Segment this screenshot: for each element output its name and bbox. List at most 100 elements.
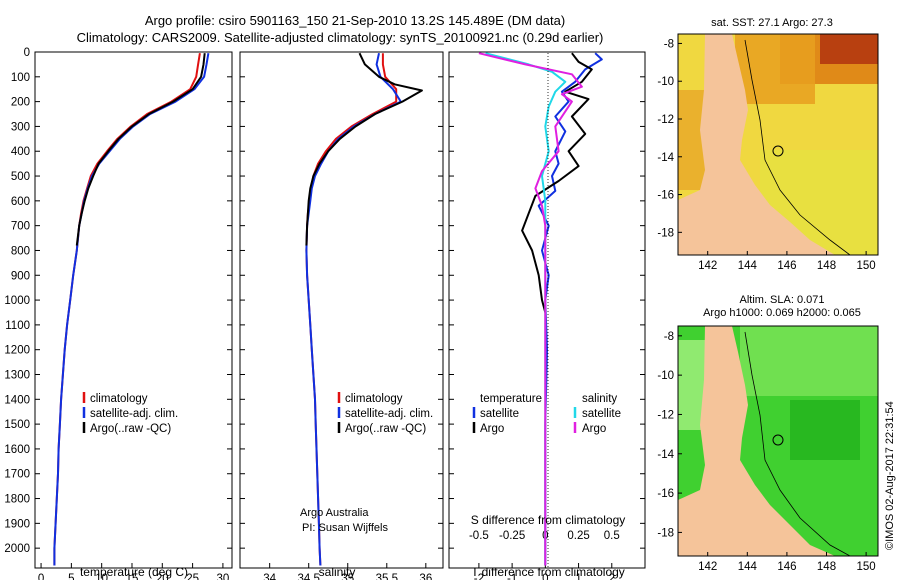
salinity-xtick-label: 34 xyxy=(263,573,276,580)
temperature-legend: climatology satellite-adj. clim. Argo(..… xyxy=(82,392,178,435)
sst-map-field-hot xyxy=(820,34,878,64)
sla-map-xtick-label: 146 xyxy=(777,561,796,573)
depth-ytick-label: 300 xyxy=(11,121,30,133)
legend-label-s-argo: Argo xyxy=(582,423,606,435)
figure-title-line2: Climatology: CARS2009. Satellite-adjuste… xyxy=(77,30,604,45)
salinity-series xyxy=(305,52,423,566)
legend-label-argo: Argo(..raw -QC) xyxy=(90,423,171,435)
sst-map-xtick-label: 142 xyxy=(698,260,717,272)
difference-legend: temperature salinity satellite Argo sate… xyxy=(472,393,621,435)
difference-series-s-argo xyxy=(478,52,583,566)
difference-xtick-label: 2 xyxy=(609,573,615,580)
depth-ytick-label: 1700 xyxy=(4,469,30,481)
temperature-xtick-label: 25 xyxy=(186,573,199,580)
temperature-xtick-label: 20 xyxy=(156,573,169,580)
difference-top-x-label: S difference from climatology xyxy=(471,513,626,527)
sst-map-ticks: 142 144 146 148 150 -8 -10 -12 -14 -16 -18 xyxy=(657,38,875,272)
salinity-xtick-label: 34.5 xyxy=(298,573,320,580)
sla-map-title-line2: Argo h1000: 0.069 h2000: 0.065 xyxy=(703,307,861,319)
sst-map-frame xyxy=(677,33,879,256)
depth-ytick-label: 800 xyxy=(11,245,30,257)
sst-map-xtick-label: 148 xyxy=(817,260,836,272)
difference-axis-ticks: -2 -1 0 1 2-0.5 -0.25 0 0.25 0.5 xyxy=(449,51,645,580)
legend-label-climatology: climatology xyxy=(90,393,148,405)
salinity-annotation-line2: PI: Susan Wijffels xyxy=(302,522,388,534)
difference-series xyxy=(478,52,603,566)
sst-map-title: sat. SST: 27.1 Argo: 27.3 xyxy=(711,17,833,29)
sst-map-argo-marker xyxy=(772,145,784,157)
sst-map-xtick-label: 146 xyxy=(777,260,796,272)
legend-label-argo: Argo(..raw -QC) xyxy=(345,423,426,435)
sst-map-land-cape-york xyxy=(678,34,835,255)
salinity-axis-ticks: 34 34.5 35 35.5 36 xyxy=(240,51,443,580)
legend-label-s-satellite: satellite xyxy=(582,408,621,420)
temperature-series-argo-raw-qc xyxy=(75,53,206,246)
salinity-legend: climatology satellite-adj. clim. Argo(..… xyxy=(337,392,433,435)
difference-series-t-argo xyxy=(521,52,593,313)
sla-map-xtick-label: 142 xyxy=(698,561,717,573)
sla-map-field-mid xyxy=(790,400,860,460)
legend-label-satellite: satellite-adj. clim. xyxy=(90,408,178,420)
depth-ytick-label: 200 xyxy=(11,97,30,109)
salinity-series-satellite-adj-clim xyxy=(305,52,402,566)
depth-ytick-label: 700 xyxy=(11,221,30,233)
sla-map-ticks: 142 144 146 148 150 -8 -10 -12 -14 -16 -18 xyxy=(657,331,875,573)
sla-map-ytick-label: -12 xyxy=(657,409,674,421)
sst-map-ytick-label: -8 xyxy=(664,38,674,50)
temperature-xtick-label: 15 xyxy=(126,573,139,580)
sst-map-ytick-label: -10 xyxy=(657,76,674,88)
legend-header-salinity: salinity xyxy=(582,393,617,405)
legend-label-satellite: satellite-adj. clim. xyxy=(345,408,433,420)
sst-map-ytick-label: -12 xyxy=(657,114,674,126)
sla-map-ytick-label: -8 xyxy=(664,331,674,343)
sst-map-ytick-label: -14 xyxy=(657,152,674,164)
legend-label-t-argo: Argo xyxy=(480,423,504,435)
difference-xtick-label: 0 xyxy=(542,573,548,580)
sst-map-field-north xyxy=(735,34,815,104)
sla-map-ytick-label: -10 xyxy=(657,370,674,382)
depth-ytick-label: 0 xyxy=(24,47,30,59)
difference-top-xtick-label: 0.25 xyxy=(567,530,589,542)
sla-map-argo-marker xyxy=(772,434,784,446)
temperature-series xyxy=(53,53,210,566)
sst-map xyxy=(678,34,878,255)
legend-header-temperature: temperature xyxy=(480,393,542,405)
legend-label-climatology: climatology xyxy=(345,393,403,405)
sla-map-title-line1: Altim. SLA: 0.071 xyxy=(740,294,825,306)
depth-ytick-label: 500 xyxy=(11,171,30,183)
difference-x-label: T difference from climatology xyxy=(471,565,625,579)
depth-ytick-label: 2000 xyxy=(4,543,30,555)
temperature-xtick-label: 5 xyxy=(68,573,74,580)
difference-xtick-label: -1 xyxy=(507,573,517,580)
depth-ytick-label: 400 xyxy=(11,146,30,158)
sla-map-land-cape-york xyxy=(678,326,835,556)
salinity-series-argo-raw-qc xyxy=(305,52,423,246)
depth-ytick-label: 1500 xyxy=(4,419,30,431)
temperature-plot-frame xyxy=(34,51,233,569)
depth-ytick-label: 1100 xyxy=(5,320,30,332)
temperature-xtick-label: 30 xyxy=(217,573,230,580)
sla-map-field-light xyxy=(740,326,878,396)
sla-map xyxy=(678,326,878,556)
depth-ytick-label: 1300 xyxy=(4,370,30,382)
sla-map-ytick-label: -14 xyxy=(657,449,674,461)
sst-map-ytick-label: -18 xyxy=(657,227,674,239)
difference-top-xtick-label: -0.25 xyxy=(499,530,525,542)
sst-map-xtick-label: 144 xyxy=(738,260,758,272)
sla-map-ytick-label: -18 xyxy=(657,527,674,539)
difference-top-xtick-label: 0.5 xyxy=(604,530,620,542)
sla-map-ytick-label: -16 xyxy=(657,488,674,500)
temperature-xtick-label: 0 xyxy=(38,573,44,580)
difference-top-xtick-label: -0.5 xyxy=(469,530,489,542)
depth-ytick-label: 1000 xyxy=(4,295,30,307)
salinity-plot-frame xyxy=(239,51,444,569)
salinity-annotation-line1: Argo Australia xyxy=(300,507,369,519)
legend-label-t-satellite: satellite xyxy=(480,408,519,420)
depth-ytick-label: 1600 xyxy=(4,444,30,456)
depth-ytick-label: 900 xyxy=(11,270,30,282)
figure-title-line1: Argo profile: csiro 5901163_150 21-Sep-2… xyxy=(145,13,565,28)
sla-map-shelf-contour xyxy=(744,331,851,556)
sla-map-frame xyxy=(677,325,879,557)
imos-timestamp: ©IMOS 02-Aug-2017 22:31:54 xyxy=(884,401,896,550)
